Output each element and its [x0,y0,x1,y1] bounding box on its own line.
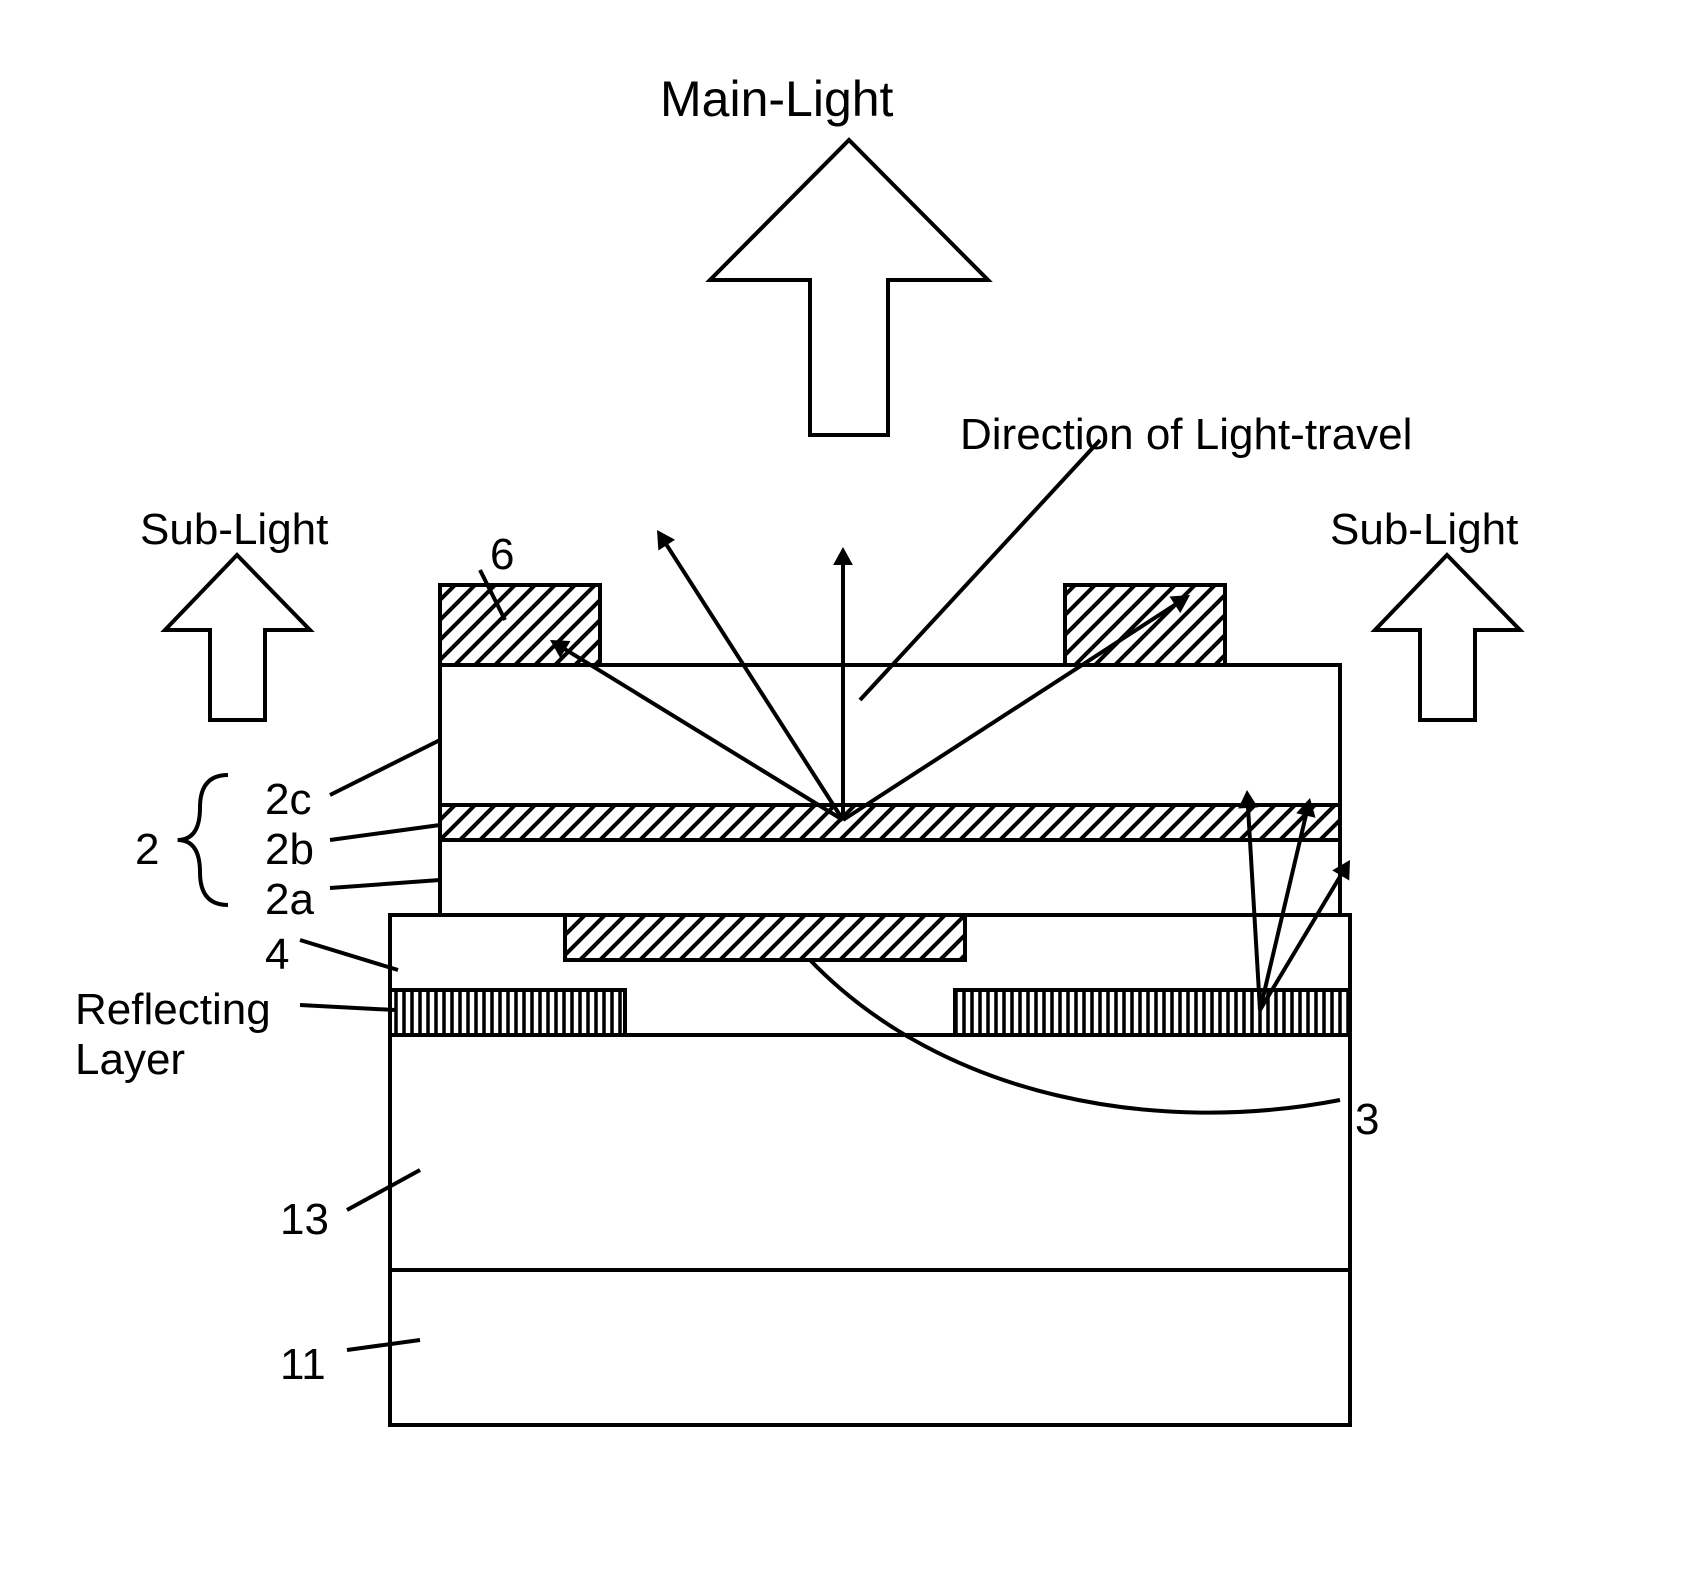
sub-light-arrow-right [1375,555,1520,720]
main-light-arrow [710,140,988,435]
brace-2 [178,775,228,905]
electrode-6-left [440,585,600,665]
label-sub-left: Sub-Light [140,505,328,555]
label-n13: 13 [280,1195,329,1245]
label-n3: 3 [1355,1095,1379,1145]
layer-2b [440,805,1340,840]
label-n2c: 2c [265,775,311,825]
label-refl2: Layer [75,1035,185,1085]
layer-2c [440,665,1340,805]
label-sub-right: Sub-Light [1330,505,1518,555]
layer-3 [565,915,965,960]
label-n6: 6 [490,530,514,580]
label-main-light: Main-Light [660,70,893,128]
device-layers [390,585,1350,1425]
leader-reflecting [300,1005,395,1010]
label-n2a: 2a [265,875,314,925]
label-n4: 4 [265,930,289,980]
reflecting-layer-right [955,990,1350,1035]
layer-11 [390,1270,1350,1425]
leader-2b [330,825,440,840]
layer-2a [440,840,1340,915]
label-n2: 2 [135,825,159,875]
label-refl1: Reflecting [75,985,271,1035]
label-direction: Direction of Light-travel [960,410,1412,460]
label-n11: 11 [280,1340,326,1390]
reflecting-layer-left [390,990,625,1035]
diagram-svg [0,0,1698,1572]
leader-2c [330,740,440,795]
layer-13 [390,1035,1350,1270]
diagram-stage: Main-Light Direction of Light-travel Sub… [0,0,1698,1572]
label-n2b: 2b [265,825,314,875]
sub-light-arrow-left [165,555,310,720]
curly-brace [178,775,228,905]
leader-2a [330,880,440,888]
leader-4 [300,940,398,970]
